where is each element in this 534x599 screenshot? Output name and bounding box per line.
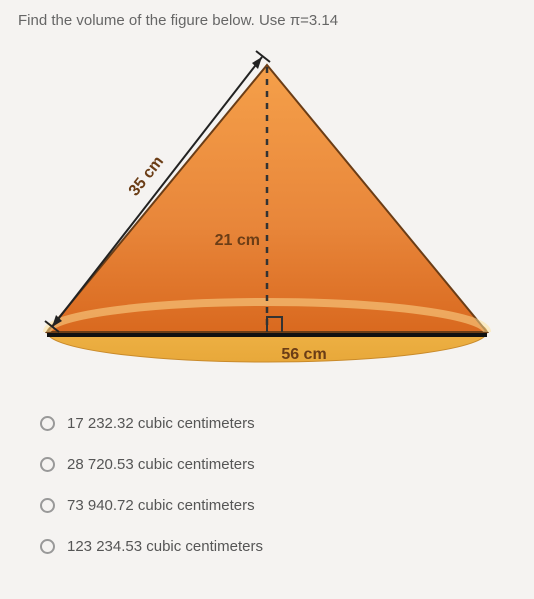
height-label: 21 cm [215,232,260,249]
option-d[interactable]: 123 234.53 cubic centimeters [40,538,516,555]
radio-icon [40,416,55,431]
diameter-label: 56 cm [281,346,326,363]
option-label: 123 234.53 cubic centimeters [67,538,263,555]
question-text: Find the volume of the figure below. Use… [18,12,516,29]
cone-figure: 35 cm 21 cm 56 cm [32,37,502,387]
option-label: 73 940.72 cubic centimeters [67,497,255,514]
option-c[interactable]: 73 940.72 cubic centimeters [40,497,516,514]
option-a[interactable]: 17 232.32 cubic centimeters [40,415,516,432]
figure-container: 35 cm 21 cm 56 cm [18,37,516,387]
option-b[interactable]: 28 720.53 cubic centimeters [40,456,516,473]
radio-icon [40,498,55,513]
option-label: 28 720.53 cubic centimeters [67,456,255,473]
option-label: 17 232.32 cubic centimeters [67,415,255,432]
radio-icon [40,457,55,472]
radio-icon [40,539,55,554]
options-group: 17 232.32 cubic centimeters 28 720.53 cu… [18,415,516,555]
